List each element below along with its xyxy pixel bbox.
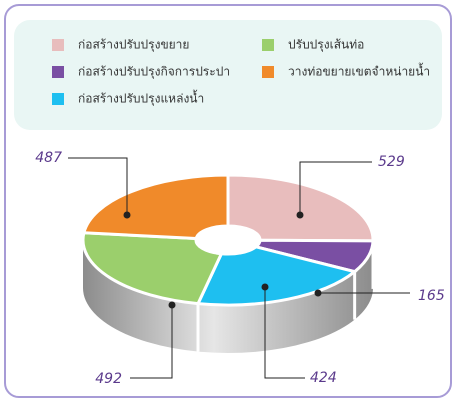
- pie-slice: [81, 231, 224, 306]
- pie-slice: [82, 173, 230, 241]
- legend-box: [14, 20, 442, 130]
- leader-line: [264, 287, 305, 379]
- legend-label: ปรับปรุงเส้นท่อ: [288, 38, 364, 53]
- value-label: 529: [378, 154, 405, 170]
- value-label: 492: [95, 371, 122, 387]
- leader-dot: [296, 211, 304, 219]
- legend-label: ก่อสร้างปรับปรุงกิจการประปา: [78, 65, 230, 80]
- legend-swatch: [52, 93, 64, 105]
- legend-label: วางท่อขยายเขตจำหน่ายน้ำ: [288, 63, 430, 79]
- value-label: 424: [310, 370, 337, 386]
- legend-label: ก่อสร้างปรับปรุงขยาย: [78, 38, 189, 53]
- pie-slice: [195, 245, 358, 307]
- leader-line: [299, 161, 372, 215]
- legend-swatch: [262, 66, 274, 78]
- pie-side: [83, 240, 373, 353]
- leader-dot: [314, 289, 322, 297]
- value-label: 165: [418, 288, 445, 304]
- legend-label: ก่อสร้างปรับปรุงแหล่งน้ำ: [78, 90, 204, 107]
- leader-dot: [168, 301, 176, 309]
- legend-swatch: [262, 39, 274, 51]
- legend-swatch: [52, 66, 64, 78]
- leader-dot: [123, 211, 131, 219]
- legend-swatch: [52, 39, 64, 51]
- value-label: 487: [35, 150, 62, 166]
- leader-line: [68, 157, 128, 215]
- leader-dot: [261, 283, 269, 291]
- leader-line: [130, 305, 173, 379]
